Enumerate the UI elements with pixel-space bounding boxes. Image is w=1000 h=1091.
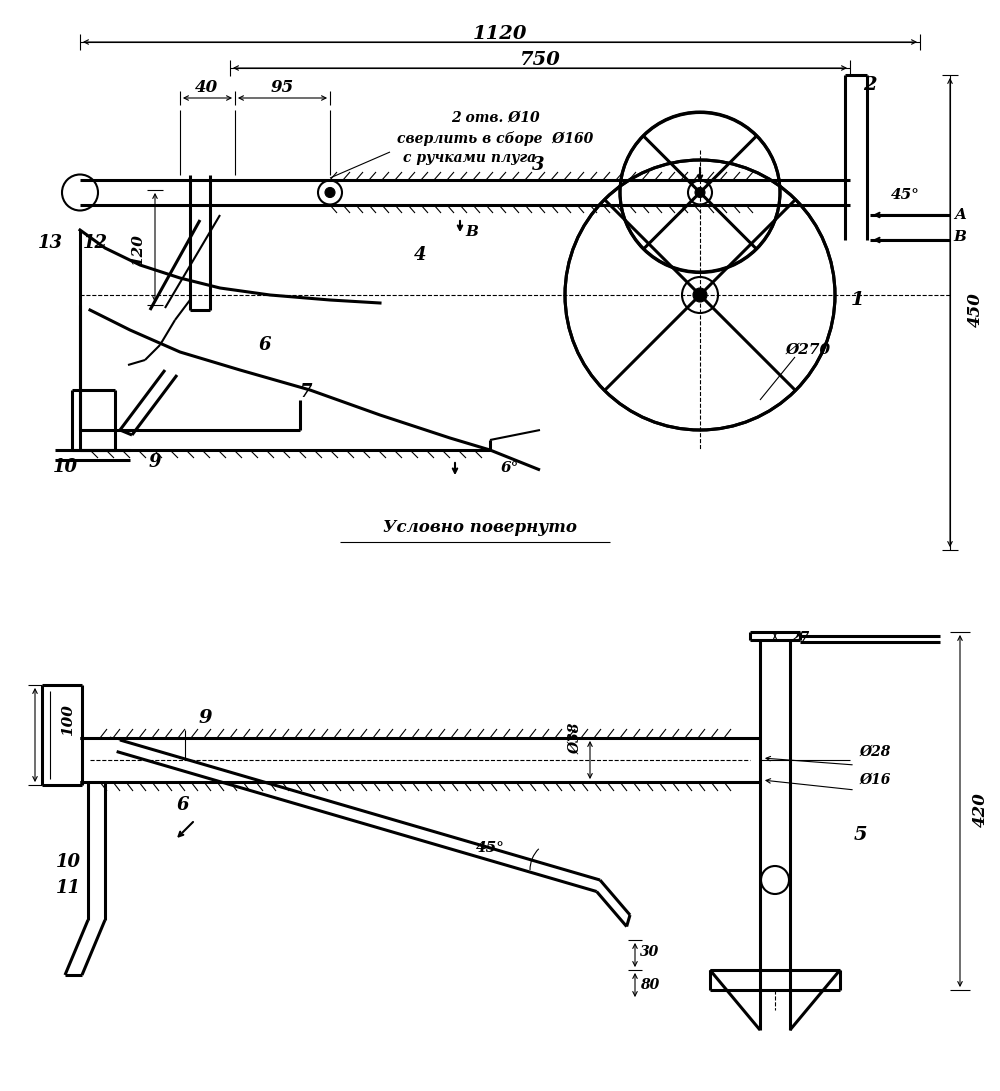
Text: сверлить в сборе  Ø160: сверлить в сборе Ø160 [397,131,593,145]
Text: 450: 450 [966,292,984,327]
Text: B: B [466,225,478,239]
Text: 5: 5 [853,826,867,844]
Text: 7: 7 [299,383,311,401]
Text: Ø38: Ø38 [568,722,582,754]
Text: 2 отв. Ø10: 2 отв. Ø10 [451,111,539,125]
Circle shape [693,288,707,302]
Text: 45°: 45° [891,188,919,202]
Text: 100: 100 [61,704,75,736]
Text: 1120: 1120 [473,25,527,43]
Text: 6°: 6° [501,461,519,475]
Text: 6: 6 [259,336,271,353]
Text: 11: 11 [56,879,80,897]
Text: 45°: 45° [476,841,504,855]
Text: 30: 30 [640,945,660,959]
Text: 9: 9 [149,453,161,471]
Text: 4: 4 [414,245,426,264]
Text: 9: 9 [198,709,212,727]
Text: Ø270: Ø270 [785,343,831,357]
Text: с ручками плуга: с ручками плуга [403,151,537,165]
Text: 6: 6 [177,796,189,814]
Text: 10: 10 [52,458,78,476]
Text: 13: 13 [38,233,62,252]
Text: 120: 120 [131,235,145,266]
Text: 1: 1 [851,291,865,309]
Text: 95: 95 [270,80,294,96]
Text: Условно повернуто: Условно повернуто [383,518,577,536]
Text: 420: 420 [972,792,988,827]
Text: 10: 10 [56,853,80,871]
Text: A: A [954,208,966,221]
Circle shape [695,188,705,197]
Text: 750: 750 [520,51,560,69]
Text: 80: 80 [640,978,660,992]
Text: 40: 40 [195,80,219,96]
Text: B: B [954,230,966,244]
Text: 12: 12 [82,233,108,252]
Text: Ø16: Ø16 [859,774,891,787]
Circle shape [325,188,335,197]
Text: 2: 2 [863,76,877,94]
Text: 3: 3 [532,156,544,173]
Text: 27: 27 [790,631,810,645]
Text: Ø28: Ø28 [859,745,891,759]
